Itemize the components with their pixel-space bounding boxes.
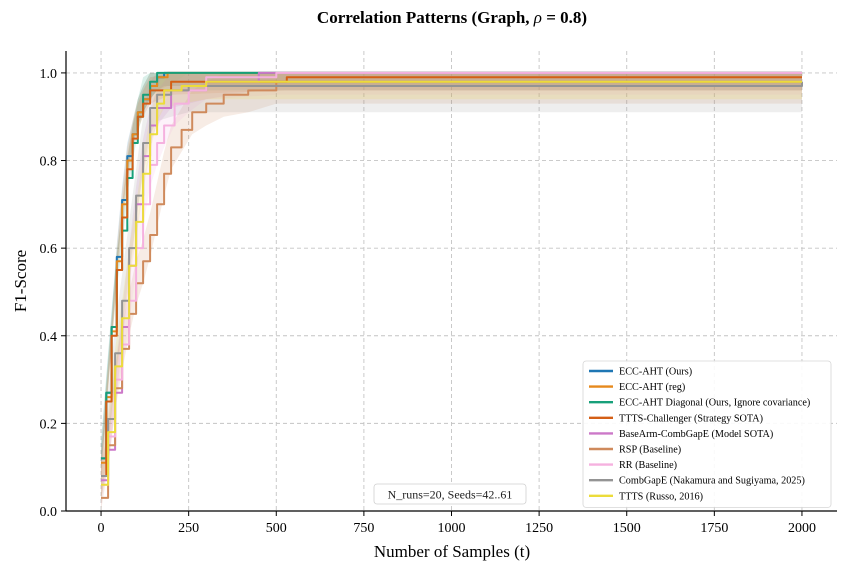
legend-label-2: ECC-AHT Diagonal (Ours, Ignore covarianc… (619, 398, 810, 409)
chart-title: Correlation Patterns (Graph, ρ = 0.8) (317, 8, 587, 27)
series-lines (101, 71, 803, 499)
series-line-8 (101, 80, 802, 486)
x-tick-label-6: 1500 (613, 521, 641, 536)
legend-box (582, 360, 832, 508)
y-axis-label: F1-Score (11, 250, 30, 312)
legend-label-8: TTTS (Russo, 2016) (619, 491, 703, 502)
legend: ECC-AHT (Ours) ECC-AHT (reg) ECC-AHT Diago… (582, 360, 832, 508)
series-line-6 (101, 71, 802, 486)
legend-label-1: ECC-AHT (reg) (619, 382, 685, 393)
x-tick-label-8: 2000 (788, 521, 816, 536)
x-tick-label-3: 750 (353, 521, 374, 536)
annotation-text: N_runs=20, Seeds=42..61 (388, 488, 513, 502)
band-6 (101, 72, 802, 507)
tick-labels: 0 250 500 750 1000 1250 1500 1750 2000 0.0 0.2 0.4 0… (40, 67, 816, 536)
legend-label-7: CombGapE (Nakamura and Sugiyama, 2025) (619, 476, 805, 487)
x-tick-label-5: 1250 (525, 521, 553, 536)
confidence-bands (101, 72, 802, 512)
y-tick-label-1: 0.2 (40, 417, 58, 432)
band-7 (101, 72, 802, 503)
legend-label-3: TTTS-Challenger (Strategy SOTA) (619, 413, 763, 424)
legend-label-5: RSP (Baseline) (619, 445, 681, 456)
y-tick-label-5: 1.0 (40, 67, 58, 82)
y-tick-label-4: 0.8 (40, 155, 58, 170)
y-tick-label-2: 0.4 (40, 330, 58, 345)
legend-label-0: ECC-AHT (Ours) (619, 367, 692, 378)
x-tick-label-7: 1750 (700, 521, 728, 536)
legend-label-4: BaseArm-CombGapE (Model SOTA) (619, 429, 773, 440)
x-tick-label-1: 250 (178, 521, 199, 536)
y-tick-label-0: 0.0 (40, 505, 58, 520)
series-line-3 (101, 76, 802, 477)
x-tick-label-4: 1000 (438, 521, 466, 536)
annotation-box (373, 483, 527, 505)
legend-label-6: RR (Baseline) (619, 460, 677, 471)
x-tick-label-2: 500 (266, 521, 287, 536)
x-tick-label-0: 0 (98, 521, 105, 536)
y-tick-label-3: 0.6 (40, 242, 58, 257)
x-axis-label: Number of Samples (t) (374, 542, 530, 561)
runs-annotation: N_runs=20, Seeds=42..61 (373, 483, 527, 505)
